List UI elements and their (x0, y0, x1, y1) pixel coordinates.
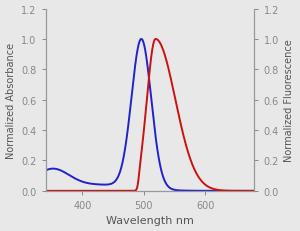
Y-axis label: Normalized Absorbance: Normalized Absorbance (6, 43, 16, 158)
X-axis label: Wavelength nm: Wavelength nm (106, 216, 194, 225)
Y-axis label: Normalized Fluorescence: Normalized Fluorescence (284, 39, 294, 161)
